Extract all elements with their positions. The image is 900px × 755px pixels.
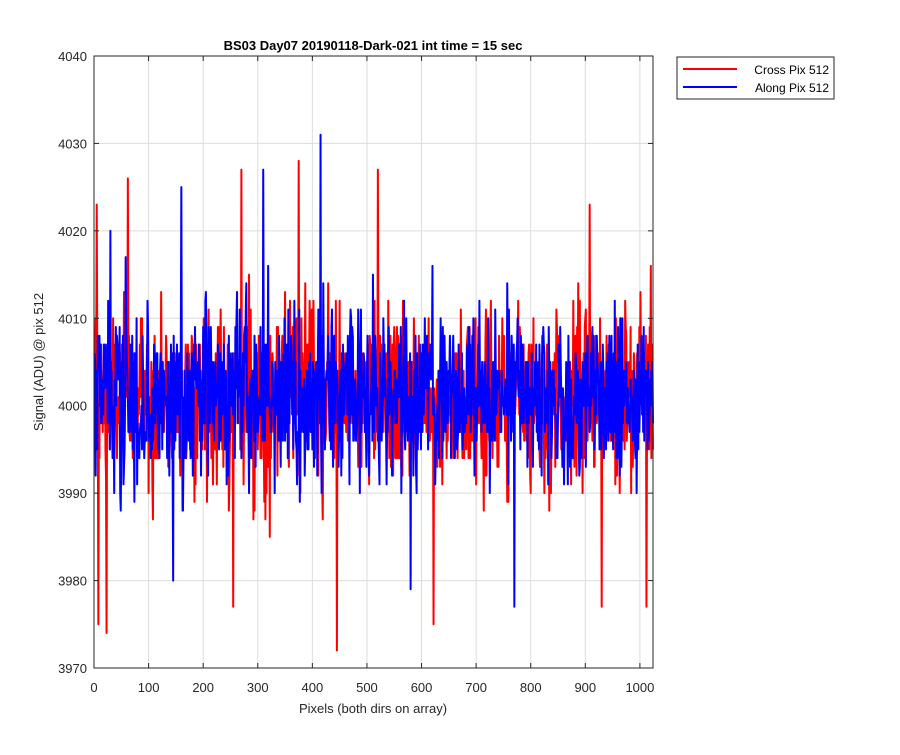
series-layer <box>93 133 654 652</box>
y-tick-label: 4040 <box>58 49 87 64</box>
chart-title: BS03 Day07 20190118-Dark-021 int time = … <box>224 38 523 53</box>
x-tick-label: 600 <box>411 680 433 695</box>
legend-label-along: Along Pix 512 <box>755 81 829 95</box>
y-tick-label: 4020 <box>58 224 87 239</box>
y-tick-label: 4030 <box>58 136 87 151</box>
axis-ticks: 0 100 200 300 400 500 600 700 800 900 1000 3970 3980… <box>58 49 654 695</box>
x-tick-label: 500 <box>356 680 378 695</box>
x-tick-label: 1000 <box>625 680 654 695</box>
y-axis-label: Signal (ADU) @ pix 512 <box>31 293 46 431</box>
y-tick-label: 3990 <box>58 486 87 501</box>
x-tick-label: 300 <box>247 680 269 695</box>
y-tick-label: 3970 <box>58 661 87 676</box>
y-tick-label: 3980 <box>58 574 87 589</box>
x-tick-label: 700 <box>465 680 487 695</box>
legend-box <box>676 56 835 100</box>
plot-frame <box>93 55 654 669</box>
x-tick-label: 200 <box>192 680 214 695</box>
y-tick-label: 4010 <box>58 311 87 326</box>
x-axis-label: Pixels (both dirs on array) <box>299 701 447 716</box>
x-tick-label: 400 <box>302 680 324 695</box>
x-tick-label: 100 <box>138 680 160 695</box>
x-tick-label: 900 <box>574 680 596 695</box>
x-tick-label: 800 <box>520 680 542 695</box>
y-tick-label: 4000 <box>58 399 87 414</box>
legend-label-cross: Cross Pix 512 <box>754 63 829 77</box>
legend[interactable]: Cross Pix 512 Along Pix 512 <box>676 56 835 100</box>
x-tick-label: 0 <box>90 680 97 695</box>
series-line-along <box>93 133 654 608</box>
